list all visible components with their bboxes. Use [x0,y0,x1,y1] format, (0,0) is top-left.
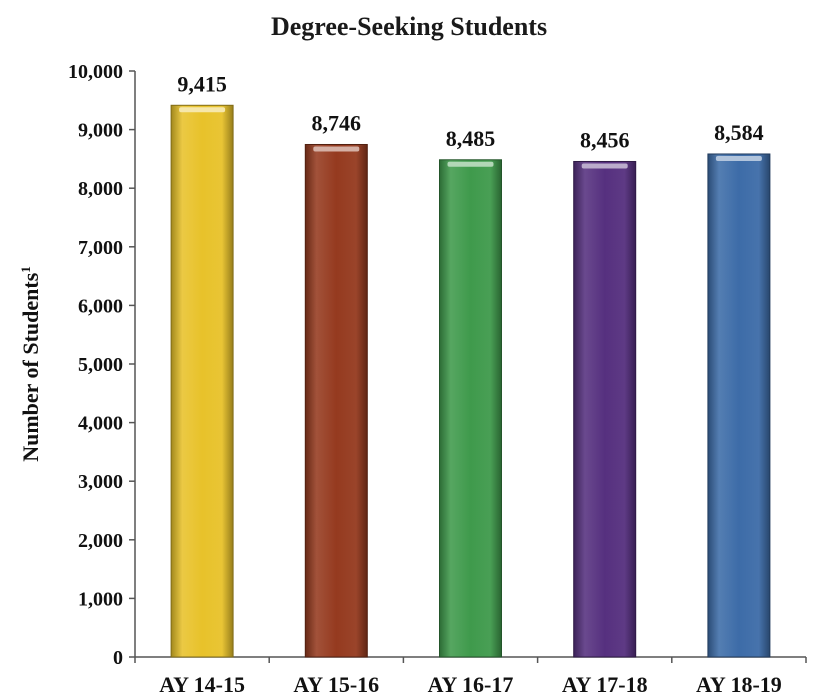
y-tick-label: 4,000 [78,413,123,435]
bar [439,159,502,658]
y-axis-label-text: Number of Students [18,272,43,462]
bar-ay-18-19 [707,153,771,658]
bar-ay-16-17 [439,159,502,658]
bar-highlight [179,107,226,113]
bar [170,104,234,658]
bar-ay-14-15 [170,104,234,658]
y-axis-label: Number of Students1 [18,266,43,462]
bar [707,153,771,658]
bar-highlight [313,146,360,152]
bar-value-label: 8,584 [714,120,764,145]
bar-highlight [581,163,628,169]
y-tick-label: 7,000 [78,237,123,259]
y-tick-label: 3,000 [78,471,123,493]
x-tick-label: AY 15-16 [293,672,379,697]
y-tick-label: 8,000 [78,178,123,200]
y-tick-label: 1,000 [78,588,123,610]
axes: 0 1,000 2,000 3,000 4,000 5,000 6,000 7,000 8,00… [68,61,807,669]
y-axis-label-superscript: 1 [18,266,33,273]
bar [573,160,637,658]
bar-value-label: 8,746 [312,110,362,135]
bar-highlight [447,161,494,167]
bar-ay-15-16 [304,143,368,658]
y-tick-label: 2,000 [78,530,123,552]
y-tick-label: 9,000 [78,120,123,142]
bars [170,104,771,658]
y-tick-label: 0 [113,647,123,669]
chart-title: Degree-Seeking Students [270,12,548,41]
y-axis-label-group: Number of Students1 [18,266,43,462]
bar-value-label: 9,415 [177,71,227,96]
bar-value-label: 8,456 [580,127,630,152]
y-tick-label: 5,000 [78,354,123,376]
y-tick-label: 6,000 [78,295,123,317]
x-tick-label: AY 18-19 [696,672,782,697]
y-tick-label: 10,000 [68,61,123,83]
bar-highlight [715,155,762,161]
labels: 9,415 AY 14-15 8,746 AY 15-16 8,485 AY 16-17 8… [159,71,782,697]
bar [304,143,368,658]
bar-value-label: 8,485 [446,126,496,151]
x-tick-label: AY 14-15 [159,672,245,697]
x-tick-label: AY 17-18 [562,672,648,697]
bar-ay-17-18 [573,160,637,658]
x-tick-label: AY 16-17 [428,672,514,697]
